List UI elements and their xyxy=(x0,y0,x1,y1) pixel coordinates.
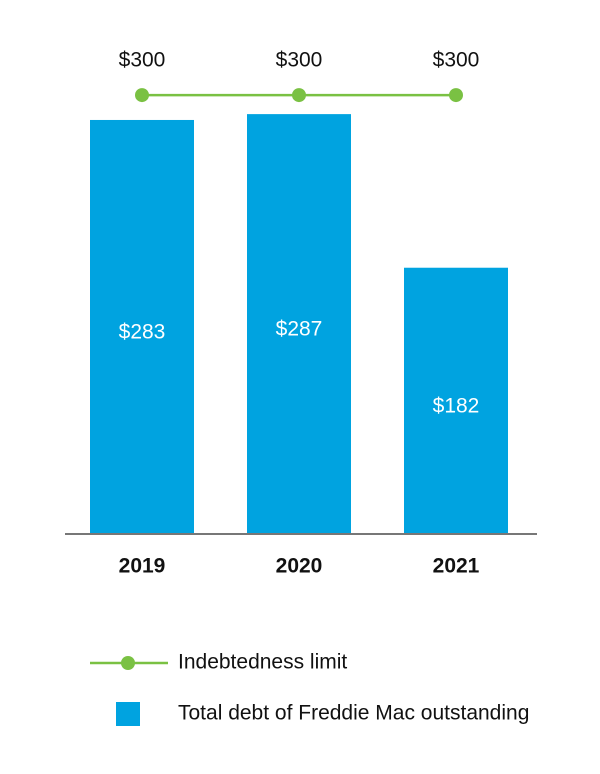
line-value-label: $300 xyxy=(119,49,166,72)
line-point xyxy=(135,88,149,103)
legend-label: Total debt of Freddie Mac outstanding xyxy=(178,702,529,725)
legend-label: Indebtedness limit xyxy=(178,651,347,674)
legend-swatch xyxy=(116,702,140,726)
bar-value-label: $182 xyxy=(433,394,480,417)
line-point xyxy=(449,88,463,103)
x-tick-label: 2021 xyxy=(433,555,480,578)
x-tick-label: 2019 xyxy=(119,555,166,578)
bar xyxy=(404,267,508,534)
bar xyxy=(90,119,194,534)
legend-marker xyxy=(121,656,135,670)
bar-value-label: $287 xyxy=(276,318,323,341)
line-point xyxy=(292,88,306,103)
bar-value-label: $283 xyxy=(119,321,166,344)
line-value-label: $300 xyxy=(433,49,480,72)
line-value-label: $300 xyxy=(276,49,323,72)
x-tick-label: 2020 xyxy=(276,555,323,578)
bar xyxy=(247,114,351,535)
